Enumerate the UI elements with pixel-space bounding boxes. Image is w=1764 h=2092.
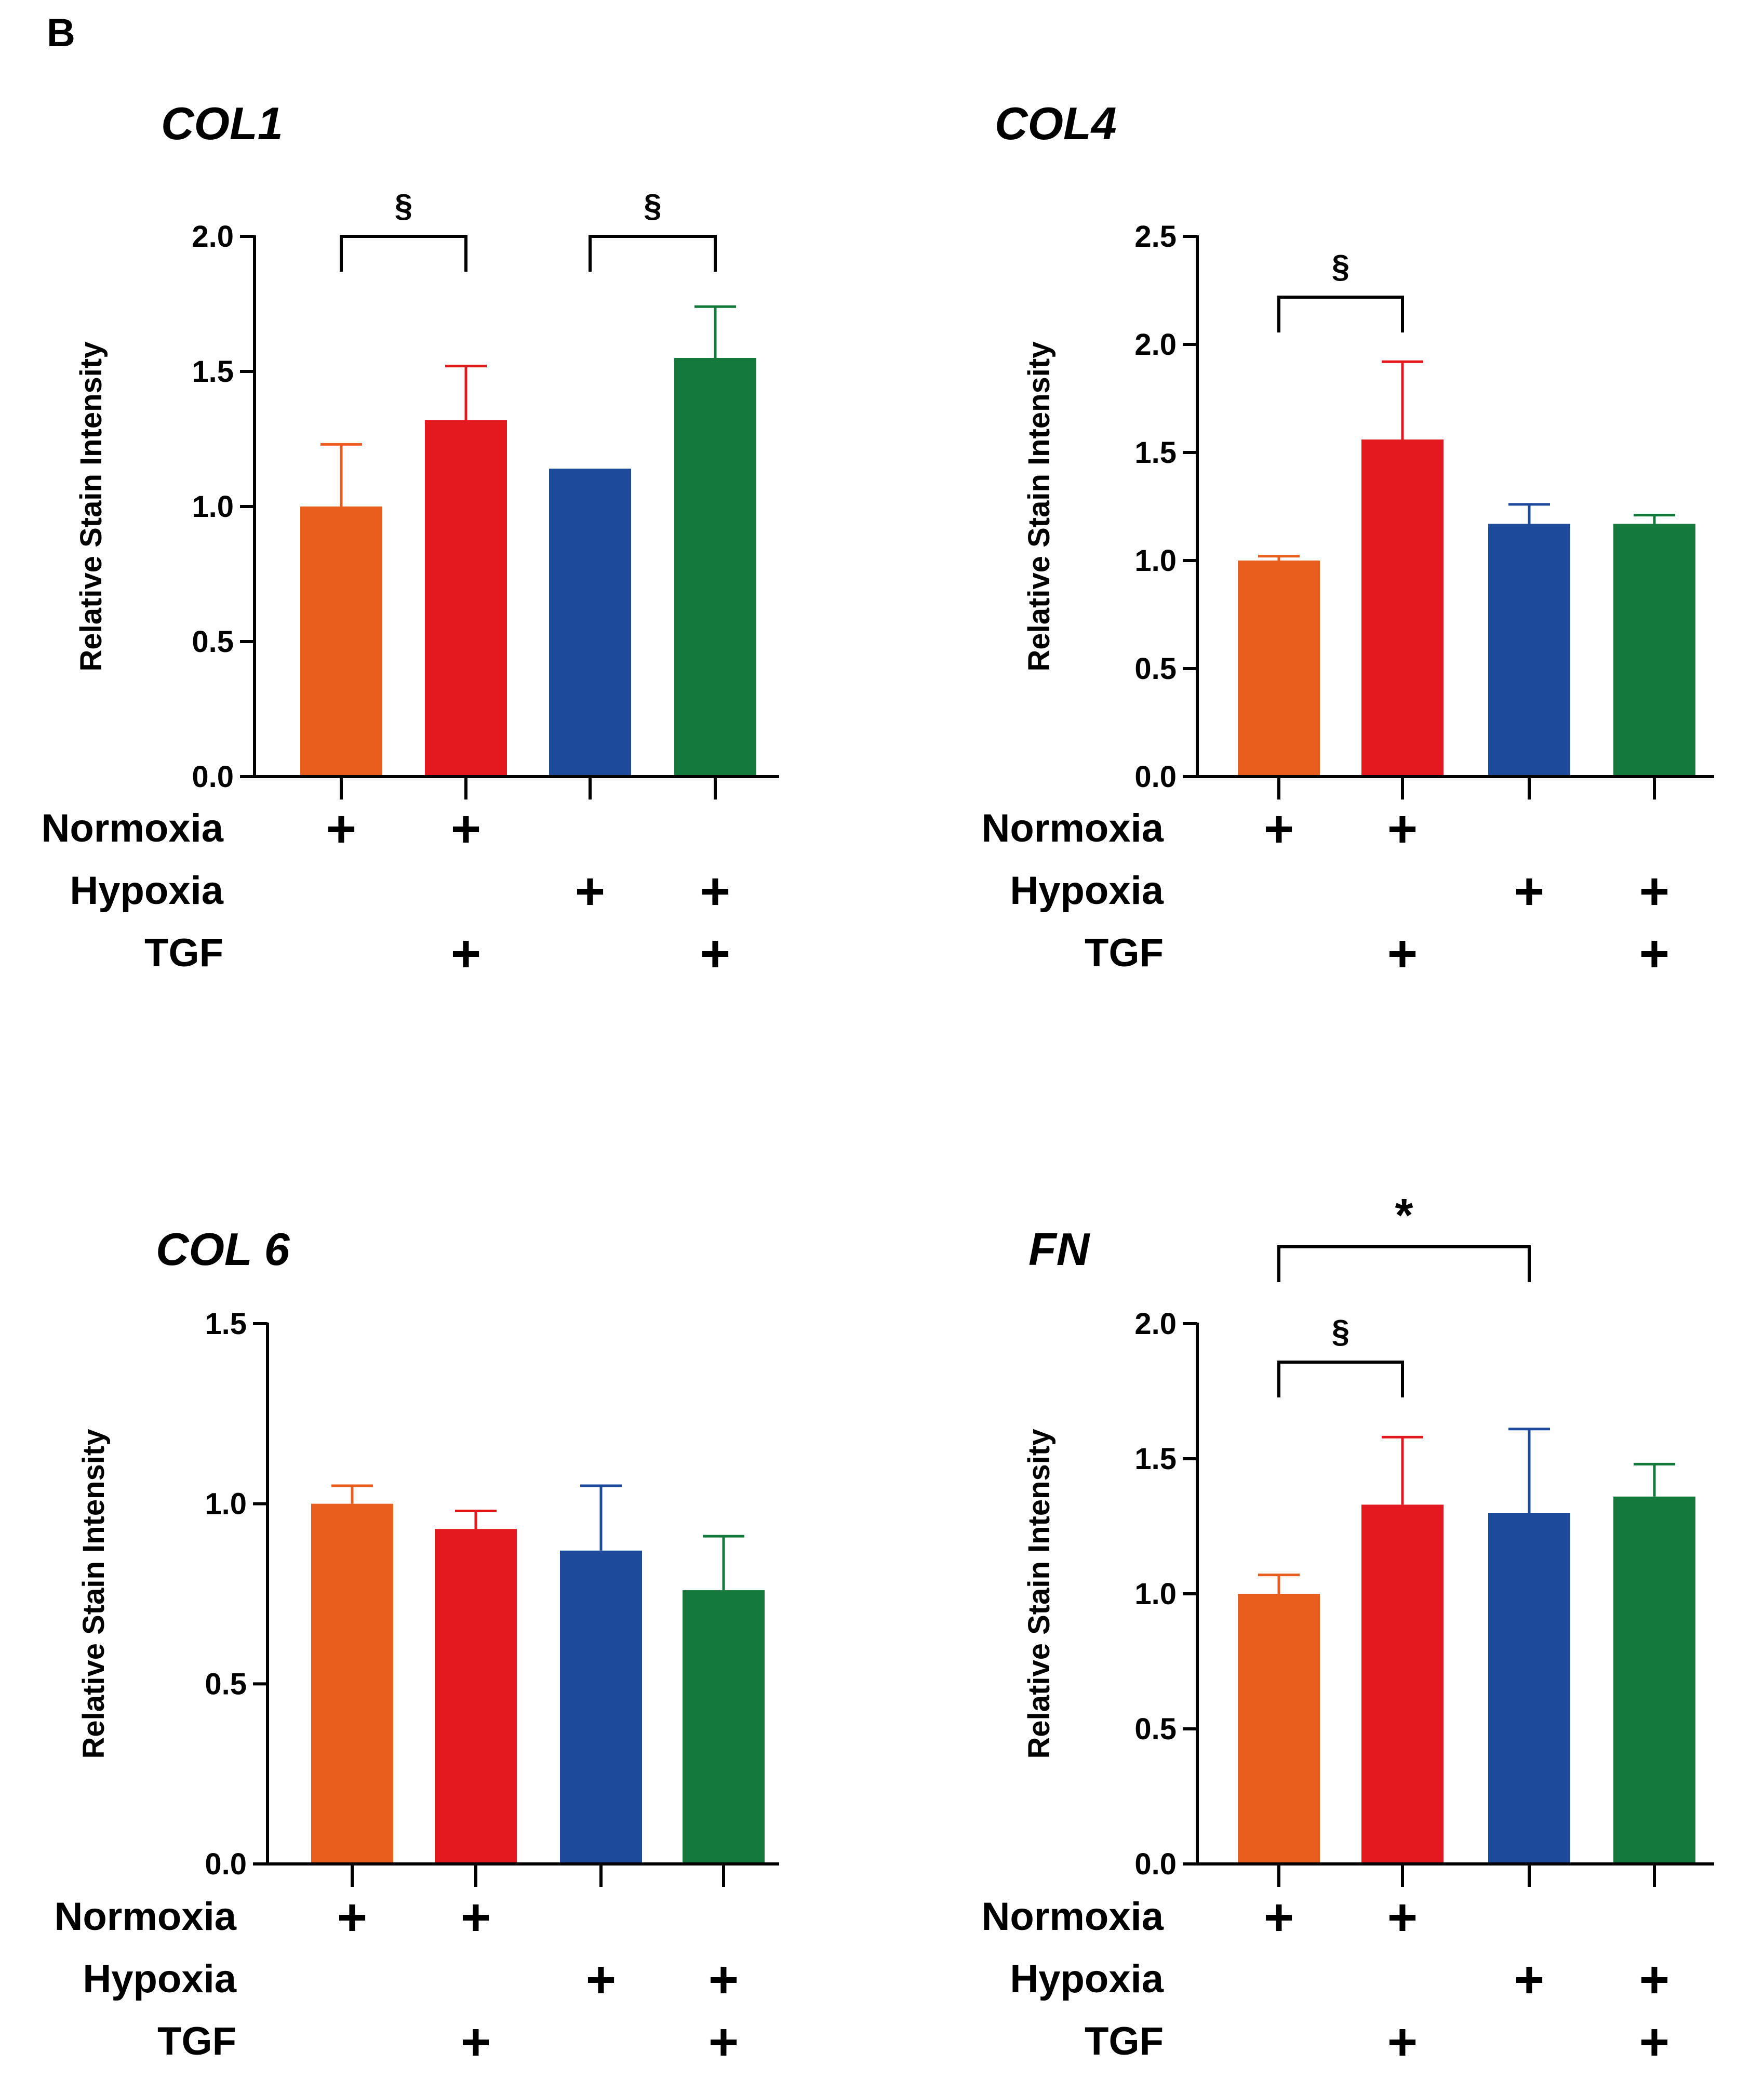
bar-2: [549, 469, 631, 777]
chart-panel-0: COL1 Relative Stain Intensity 0.0 0.5 1.0 1.5…: [41, 98, 779, 983]
chart-title: COL1: [161, 98, 283, 149]
significance-label: §: [644, 188, 661, 224]
y-tick-label: 1.5: [205, 1307, 247, 1341]
condition-mark: +: [326, 800, 356, 858]
condition-mark: +: [1264, 1888, 1294, 1947]
y-tick-label: 0.0: [1134, 1847, 1177, 1881]
condition-mark: +: [575, 862, 605, 921]
y-axis-label: Relative Stain Intensity: [77, 1429, 111, 1759]
y-tick-label: 2.0: [1134, 1307, 1177, 1341]
condition-label: Hypoxia: [83, 1957, 236, 2001]
y-tick-label: 0.5: [205, 1667, 247, 1701]
condition-mark: +: [1387, 800, 1418, 858]
condition-mark: +: [461, 2013, 491, 2071]
y-axis-label: Relative Stain Intensity: [74, 342, 108, 672]
bar-1: [1361, 439, 1444, 777]
y-tick-label: 1.0: [205, 1487, 247, 1521]
bar-2: [1488, 1513, 1570, 1864]
y-tick-label: 0.0: [1134, 760, 1177, 794]
chart-panel-3: FN Relative Stain Intensity 0.0 0.5 1.0 1.5 2.…: [981, 1190, 1714, 2071]
y-tick-label: 1.5: [1134, 436, 1177, 470]
chart-title: COL 6: [156, 1223, 290, 1275]
y-axis-label: Relative Stain Intensity: [1022, 1429, 1056, 1759]
condition-mark: +: [1387, 1888, 1418, 1947]
condition-mark: +: [451, 800, 481, 858]
condition-mark: +: [1514, 862, 1544, 921]
y-tick-label: 2.0: [1134, 328, 1177, 362]
condition-mark: +: [1264, 800, 1294, 858]
condition-label: TGF: [144, 931, 223, 975]
condition-mark: +: [451, 925, 481, 983]
condition-mark: +: [1387, 925, 1418, 983]
condition-mark: +: [1639, 925, 1669, 983]
significance-bracket: [340, 235, 467, 272]
bar-3: [1613, 1496, 1695, 1864]
bar-3: [1613, 524, 1695, 777]
condition-mark: +: [700, 925, 730, 983]
bar-0: [300, 507, 382, 777]
condition-label: Normoxia: [981, 1895, 1164, 1939]
condition-mark: +: [1514, 1951, 1544, 2009]
significance-label: §: [395, 188, 412, 224]
y-axis-label: Relative Stain Intensity: [1022, 342, 1056, 672]
y-tick-label: 0.5: [1134, 652, 1177, 686]
condition-label: Normoxia: [981, 806, 1164, 850]
significance-bracket: [589, 235, 717, 272]
y-tick-label: 2.5: [1134, 220, 1177, 254]
significance-bracket: [1277, 1361, 1404, 1397]
condition-label: TGF: [157, 2019, 236, 2063]
condition-mark: +: [1639, 862, 1669, 921]
y-tick-label: 2.0: [192, 220, 234, 254]
y-tick-label: 1.0: [192, 490, 234, 524]
bar-2: [1488, 524, 1570, 777]
condition-mark: +: [709, 1951, 739, 2009]
condition-label: TGF: [1085, 2019, 1164, 2063]
y-tick-label: 1.0: [1134, 1577, 1177, 1611]
significance-label: §: [1332, 249, 1349, 285]
y-tick-label: 1.5: [1134, 1442, 1177, 1476]
condition-mark: +: [700, 862, 730, 921]
y-tick-label: 1.0: [1134, 544, 1177, 578]
condition-mark: +: [709, 2013, 739, 2071]
y-tick-label: 0.0: [205, 1847, 247, 1881]
y-tick-label: 0.5: [1134, 1712, 1177, 1746]
bar-0: [1238, 561, 1320, 777]
significance-bracket: [1277, 296, 1404, 332]
y-tick-label: 1.5: [192, 355, 234, 389]
panel-label: B: [47, 11, 75, 55]
condition-label: Hypoxia: [1010, 1957, 1164, 2001]
chart-title: COL4: [995, 98, 1117, 149]
condition-mark: +: [461, 1888, 491, 1947]
bar-0: [1238, 1594, 1320, 1864]
condition-label: Hypoxia: [70, 869, 223, 913]
condition-label: Normoxia: [41, 806, 223, 850]
condition-label: Hypoxia: [1010, 869, 1164, 913]
bar-3: [674, 358, 756, 777]
bar-1: [435, 1529, 517, 1864]
y-tick-label: 0.0: [192, 760, 234, 794]
condition-label: Normoxia: [54, 1895, 236, 1939]
significance-label: §: [1332, 1314, 1349, 1350]
chart-panel-2: COL 6 Relative Stain Intensity 0.0 0.5 1.0 1.…: [54, 1223, 779, 2071]
bar-1: [1361, 1504, 1444, 1864]
bar-2: [560, 1550, 642, 1864]
y-tick-label: 0.5: [192, 625, 234, 659]
chart-title: FN: [1028, 1223, 1091, 1275]
bar-3: [683, 1590, 765, 1864]
condition-mark: +: [1639, 1951, 1669, 2009]
condition-label: TGF: [1085, 931, 1164, 975]
bar-0: [311, 1503, 393, 1864]
condition-mark: +: [1387, 2013, 1418, 2071]
significance-label: *: [1395, 1190, 1413, 1242]
significance-bracket: [1277, 1245, 1531, 1282]
condition-mark: +: [337, 1888, 367, 1947]
condition-mark: +: [586, 1951, 616, 2009]
bar-1: [425, 420, 507, 777]
chart-panel-1: COL4 Relative Stain Intensity 0.0 0.5 1.0 1.5…: [981, 98, 1714, 983]
condition-mark: +: [1639, 2013, 1669, 2071]
